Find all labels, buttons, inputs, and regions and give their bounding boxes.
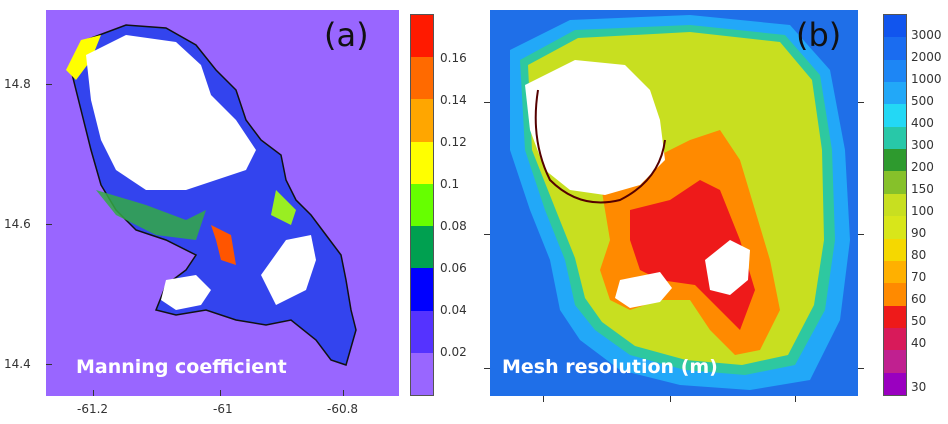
colorbar-label: 70 — [911, 270, 927, 284]
colorbar-label: 1000 — [911, 72, 942, 86]
x-tick — [220, 390, 221, 396]
colorbar-segment — [884, 15, 906, 38]
colorbar-label: 0.12 — [440, 135, 467, 149]
y-tick — [484, 234, 490, 235]
colorbar-segment — [884, 372, 906, 396]
white-interior-southeast — [705, 240, 750, 295]
x-tick — [93, 390, 94, 396]
colorbar-label: 500 — [911, 94, 934, 108]
colorbar-segment — [411, 57, 433, 100]
white-region-north — [86, 35, 256, 190]
colorbar-segment — [884, 216, 906, 240]
colorbar-segment — [411, 226, 433, 269]
mesh-map-shape — [510, 15, 850, 390]
x-tick — [543, 396, 544, 402]
colorbar-label: 100 — [911, 204, 934, 218]
colorbar-label: 0.14 — [440, 93, 467, 107]
colorbar-segment — [884, 193, 906, 217]
x-tick — [795, 396, 796, 402]
y-tick-label: 14.8 — [4, 77, 31, 91]
colorbar-label: 0.04 — [440, 303, 467, 317]
white-region-southwest — [161, 275, 211, 310]
colorbar-label: 0.06 — [440, 261, 467, 275]
white-interior-southwest — [615, 272, 672, 308]
panel-letter-a: (a) — [324, 16, 369, 54]
mesh-resolution-map-panel: (b) Mesh resolution (m) — [490, 10, 858, 396]
colorbar-segment — [884, 126, 906, 150]
panel-title-a: Manning coefficient — [76, 356, 287, 378]
y-tick — [46, 84, 52, 85]
y-tick — [858, 234, 864, 235]
colorbar-segment — [884, 104, 906, 128]
y-tick — [484, 102, 490, 103]
x-tick-label: -60.8 — [327, 402, 359, 416]
colorbar-label: 2000 — [911, 50, 942, 64]
y-tick — [858, 102, 864, 103]
coastline-contour — [534, 89, 666, 204]
orange-patch — [211, 225, 236, 265]
yellow-patch — [66, 35, 101, 80]
y-tick — [46, 224, 52, 225]
colorbar-label: 0.02 — [440, 345, 467, 359]
panel-letter-b: (b) — [796, 16, 842, 54]
colorbar-segment — [884, 82, 906, 105]
colorbar-segment — [884, 260, 906, 284]
y-tick — [858, 368, 864, 369]
panel-title-b: Mesh resolution (m) — [502, 356, 718, 378]
colorbar-segment — [884, 149, 906, 172]
colorbar-segment — [411, 141, 433, 185]
colorbar-label: 400 — [911, 116, 934, 130]
x-tick-label: -61.2 — [77, 402, 109, 416]
colorbar-label: 40 — [911, 336, 927, 350]
colorbar-segment — [411, 99, 433, 143]
x-tick — [670, 396, 671, 402]
colorbar-label: 90 — [911, 226, 927, 240]
colorbar-segment — [884, 283, 906, 307]
manning-map-panel: (a) Manning coefficient — [46, 10, 399, 396]
colorbar-segment — [411, 183, 433, 227]
colorbar-segment — [884, 59, 906, 83]
colorbar-segment — [884, 238, 906, 262]
colorbar-label: 3000 — [911, 28, 942, 42]
y-tick-label: 14.6 — [4, 217, 31, 231]
colorbar-label: 150 — [911, 182, 934, 196]
colorbar-label: 60 — [911, 292, 927, 306]
colorbar-label: 0.08 — [440, 219, 467, 233]
white-region-southeast — [261, 235, 316, 305]
colorbar-label: 0.1 — [440, 177, 460, 191]
colorbar-segment — [884, 171, 906, 195]
y-tick — [46, 364, 52, 365]
colorbar-segment — [884, 305, 906, 329]
y-tick — [484, 368, 490, 369]
lightgreen-patch — [271, 190, 296, 225]
manning-map-shape — [66, 24, 357, 366]
colorbar-label: 80 — [911, 248, 927, 262]
colorbar-label: 0.16 — [440, 51, 467, 65]
colorbar-label: 200 — [911, 160, 934, 174]
colorbar-segment — [884, 327, 906, 351]
colorbar-segment — [884, 37, 906, 61]
colorbar-label: 50 — [911, 314, 927, 328]
colorbar-segment — [411, 310, 433, 354]
colorbar-label: 30 — [911, 380, 927, 394]
manning-colorbar — [410, 14, 434, 396]
white-interior-north — [525, 60, 665, 195]
colorbar-segment — [411, 15, 433, 58]
x-tick-label: -61 — [213, 402, 233, 416]
x-tick — [343, 390, 344, 396]
colorbar-segment — [884, 350, 906, 374]
green-patch — [96, 190, 206, 240]
colorbar-label: 300 — [911, 138, 934, 152]
y-tick-label: 14.4 — [4, 357, 31, 371]
mesh-colorbar — [883, 14, 907, 396]
colorbar-segment — [411, 268, 433, 312]
colorbar-segment — [411, 352, 433, 396]
